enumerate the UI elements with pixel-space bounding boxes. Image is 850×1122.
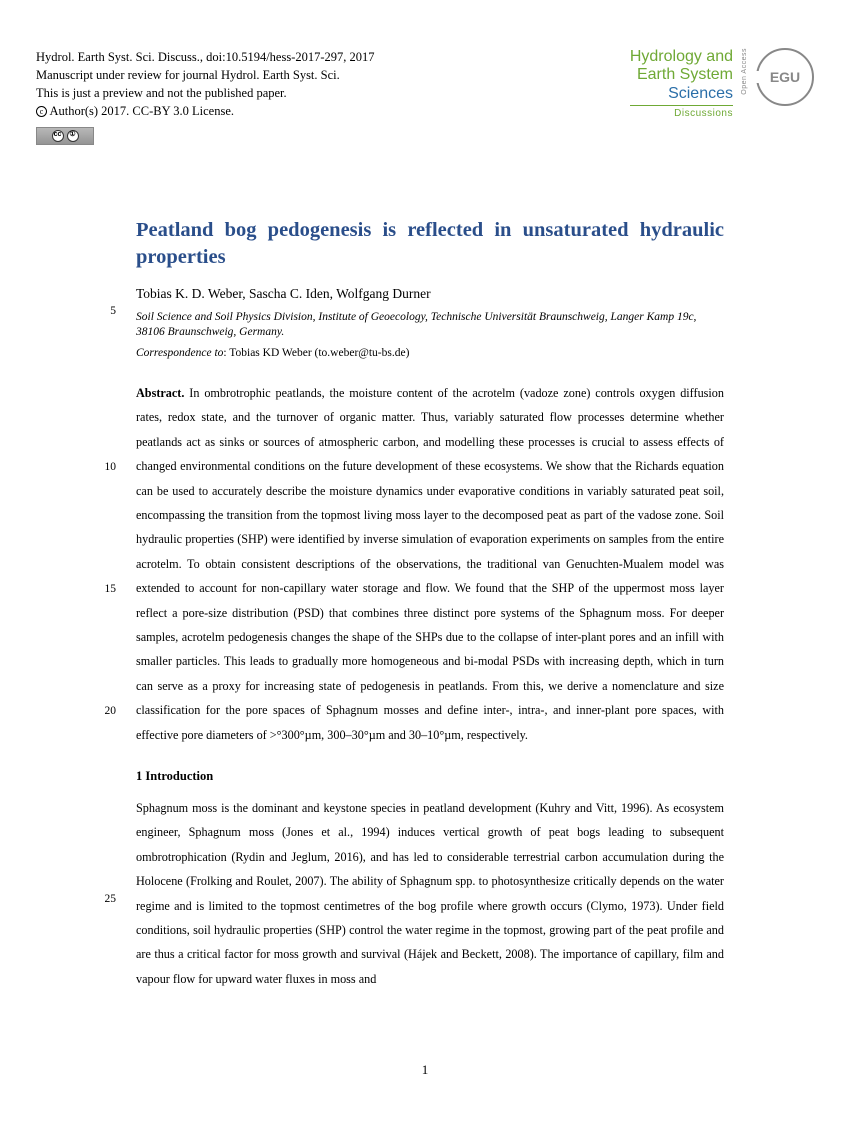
copyright-text: Author(s) 2017. CC-BY 3.0 License.: [49, 104, 234, 118]
journal-line-2: Earth System: [630, 66, 733, 84]
paper-title: Peatland bog pedogenesis is reflected in…: [136, 217, 724, 272]
preview-line: This is just a preview and not the publi…: [36, 84, 375, 102]
line-number: 20: [96, 705, 116, 717]
line-number: 5: [96, 305, 116, 317]
page-header: Hydrol. Earth Syst. Sci. Discuss., doi:1…: [36, 48, 814, 145]
section-heading-intro: 1 Introduction: [136, 769, 724, 784]
journal-line-1: Hydrology and: [630, 48, 733, 66]
line-number: 25: [96, 893, 116, 905]
page-number: 1: [422, 1062, 429, 1078]
citation-line: Hydrol. Earth Syst. Sci. Discuss., doi:1…: [36, 48, 375, 66]
abstract-label: Abstract.: [136, 386, 184, 400]
abstract-text: In ombrotrophic peatlands, the moisture …: [136, 386, 724, 742]
egu-logo-icon: EGU: [756, 48, 814, 106]
correspondence-value: : Tobias KD Weber (to.weber@tu-bs.de): [223, 347, 409, 359]
intro-paragraph: Sphagnum moss is the dominant and keysto…: [136, 796, 724, 991]
journal-logo-block: Hydrology and Earth System Sciences Disc…: [630, 48, 814, 120]
abstract: Abstract. In ombrotrophic peatlands, the…: [136, 381, 724, 747]
copyright-line: c Author(s) 2017. CC-BY 3.0 License.: [36, 102, 375, 120]
journal-title: Hydrology and Earth System Sciences Disc…: [630, 48, 733, 120]
author-list: Tobias K. D. Weber, Sascha C. Iden, Wolf…: [136, 286, 724, 302]
cc-icon: cc: [52, 130, 64, 142]
line-number: 15: [96, 583, 116, 595]
correspondence-label: Correspondence to: [136, 347, 223, 359]
paper-content: Peatland bog pedogenesis is reflected in…: [136, 217, 724, 992]
open-access-label: Open Access: [741, 48, 748, 95]
cc-by-badge: cc ①: [36, 127, 94, 145]
journal-line-4: Discussions: [630, 105, 733, 120]
egu-text: EGU: [770, 69, 800, 85]
affiliation: Soil Science and Soil Physics Division, …: [136, 310, 724, 341]
by-icon: ①: [67, 130, 79, 142]
journal-line-3: Sciences: [630, 85, 733, 103]
manuscript-meta: Hydrol. Earth Syst. Sci. Discuss., doi:1…: [36, 48, 375, 145]
correspondence: Correspondence to: Tobias KD Weber (to.w…: [136, 347, 724, 359]
line-number: 10: [96, 461, 116, 473]
copyright-icon: c: [36, 106, 47, 117]
review-line: Manuscript under review for journal Hydr…: [36, 66, 375, 84]
